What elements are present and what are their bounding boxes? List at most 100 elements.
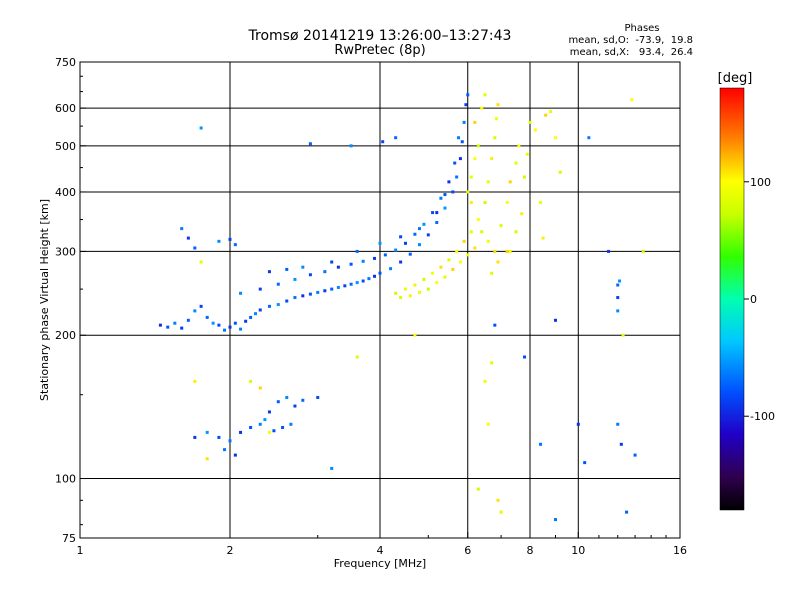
data-point-o xyxy=(211,321,215,325)
data-point-x xyxy=(493,249,497,253)
data-point-o xyxy=(244,319,248,323)
data-point-o xyxy=(403,241,407,245)
data-point-o xyxy=(493,323,497,327)
data-point-o xyxy=(316,395,320,399)
data-point-x xyxy=(483,93,487,97)
y-axis-label: Stationary phase Virtual Height [km] xyxy=(38,199,51,401)
data-point-x xyxy=(490,271,494,275)
data-point-o xyxy=(417,227,421,231)
data-point-x xyxy=(413,283,417,287)
data-point-o xyxy=(239,291,243,295)
data-point-o xyxy=(205,315,209,319)
data-point-x xyxy=(476,144,480,148)
data-point-o xyxy=(281,425,285,429)
data-point-x xyxy=(451,267,455,271)
data-point-o xyxy=(460,140,464,144)
data-point-o xyxy=(616,422,620,426)
data-point-x xyxy=(422,277,426,281)
data-point-o xyxy=(249,315,253,319)
data-point-o xyxy=(625,510,629,514)
data-point-o xyxy=(267,304,271,308)
data-point-o xyxy=(355,249,359,253)
data-point-o xyxy=(336,285,340,289)
data-point-o xyxy=(239,327,243,331)
data-point-o xyxy=(293,404,297,408)
data-point-o xyxy=(447,180,451,184)
data-point-x xyxy=(447,258,451,262)
data-point-o xyxy=(443,193,447,197)
data-point-o xyxy=(523,355,527,359)
data-point-o xyxy=(553,318,557,322)
data-point-o xyxy=(253,312,257,316)
data-point-o xyxy=(199,304,203,308)
data-point-o xyxy=(276,303,280,307)
data-point-o xyxy=(458,157,462,161)
data-point-x xyxy=(505,201,509,205)
data-point-x xyxy=(496,498,500,502)
data-point-o xyxy=(464,103,468,107)
data-point-o xyxy=(267,270,271,274)
data-point-x xyxy=(473,157,477,161)
data-point-o xyxy=(249,425,253,429)
y-tick-label: 75 xyxy=(62,532,76,545)
data-point-x xyxy=(630,98,634,102)
data-point-o xyxy=(239,430,243,434)
data-point-o xyxy=(233,243,237,247)
data-point-o xyxy=(301,294,305,298)
data-point-x xyxy=(490,361,494,365)
chart-title: Tromsø 20141219 13:26:00–13:27:43 xyxy=(248,28,512,44)
data-point-o xyxy=(263,418,267,422)
data-point-o xyxy=(455,175,459,179)
data-point-x xyxy=(267,430,271,434)
data-point-x xyxy=(458,260,462,264)
y-tick-label: 300 xyxy=(55,245,76,258)
data-point-o xyxy=(457,136,461,140)
data-point-o xyxy=(301,265,305,269)
data-point-x xyxy=(399,296,403,300)
data-point-x xyxy=(490,157,494,161)
chart-subtitle: RwPretec (8p) xyxy=(334,43,425,58)
data-point-x xyxy=(486,239,490,243)
data-point-o xyxy=(361,279,365,283)
data-point-o xyxy=(616,296,620,300)
data-point-o xyxy=(439,196,443,200)
data-point-o xyxy=(361,259,365,263)
data-point-x xyxy=(549,110,553,114)
data-point-x xyxy=(514,161,518,165)
data-point-o xyxy=(285,395,289,399)
data-point-o xyxy=(276,400,280,404)
data-point-x xyxy=(205,457,209,461)
x-tick-label: 16 xyxy=(673,544,687,557)
data-point-o xyxy=(316,290,320,294)
data-point-x xyxy=(355,355,359,359)
data-point-o xyxy=(258,308,262,312)
data-point-o xyxy=(355,281,359,285)
x-axis-label: Frequency [MHz] xyxy=(334,557,426,570)
data-point-o xyxy=(180,326,184,330)
data-point-x xyxy=(544,113,548,117)
stats-title: Phases xyxy=(624,23,659,34)
data-point-o xyxy=(258,287,262,291)
data-point-o xyxy=(323,270,327,274)
data-point-o xyxy=(301,398,305,402)
data-point-x xyxy=(480,230,484,234)
data-point-o xyxy=(186,236,190,240)
data-point-o xyxy=(451,190,455,194)
data-point-o xyxy=(619,442,623,446)
data-point-o xyxy=(308,292,312,296)
data-point-o xyxy=(205,430,209,434)
data-point-o xyxy=(576,422,580,426)
data-point-x xyxy=(426,287,430,291)
data-point-o xyxy=(394,248,398,252)
data-point-o xyxy=(349,282,353,286)
data-point-x xyxy=(541,236,545,240)
data-point-x xyxy=(466,190,470,194)
data-point-x xyxy=(483,379,487,383)
data-point-x xyxy=(439,265,443,269)
data-point-x xyxy=(621,333,625,337)
data-point-o xyxy=(435,211,439,215)
data-point-x xyxy=(443,275,447,279)
data-point-o xyxy=(330,260,334,264)
data-point-o xyxy=(408,252,412,256)
